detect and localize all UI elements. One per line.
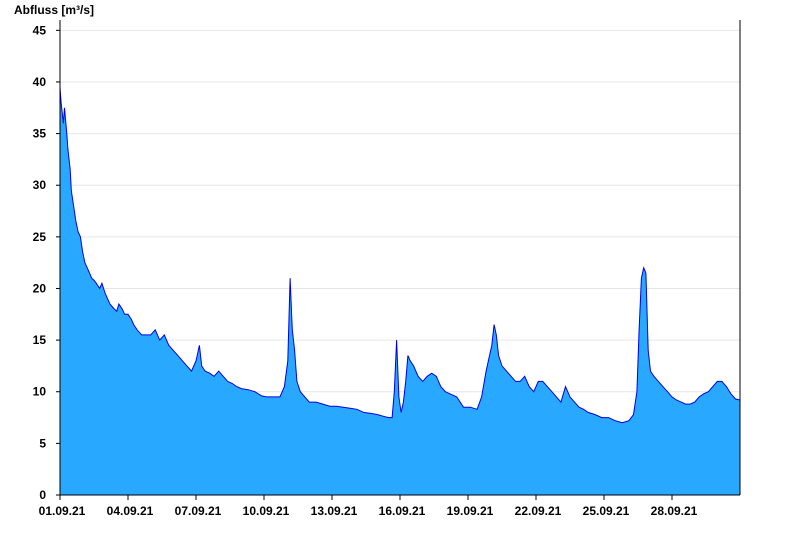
x-tick-label: 25.09.21 [583,504,630,518]
discharge-area-series [59,87,741,495]
discharge-line [59,87,741,424]
y-tick-label: 20 [33,281,47,295]
x-tick-label: 04.09.21 [107,504,154,518]
x-tick-label: 13.09.21 [311,504,358,518]
y-axis-label: Abfluss [m³/s] [14,3,94,17]
x-tick-label: 16.09.21 [379,504,426,518]
discharge-area-fill [60,87,740,495]
x-tick-label: 19.09.21 [447,504,494,518]
y-tick-label: 5 [39,436,46,450]
x-tick-label: 22.09.21 [515,504,562,518]
y-tick-label: 0 [39,488,46,502]
y-tick-label: 15 [33,333,47,347]
x-tick-label: 01.09.21 [39,504,86,518]
y-tick-label: 35 [33,127,47,141]
x-tick-label: 10.09.21 [243,504,290,518]
y-tick-label: 25 [33,230,47,244]
x-axis-ticks: 01.09.21 04.09.21 07.09.21 10.09.21 13.09.21… [39,495,698,518]
y-axis-ticks: 0 5 10 15 20 25 30 35 40 45 [33,23,60,502]
x-tick-label: 28.09.21 [651,504,698,518]
y-tick-label: 45 [33,23,47,37]
x-tick-label: 07.09.21 [175,504,222,518]
y-tick-label: 30 [33,178,47,192]
y-tick-label: 10 [33,385,47,399]
y-tick-label: 40 [33,75,47,89]
